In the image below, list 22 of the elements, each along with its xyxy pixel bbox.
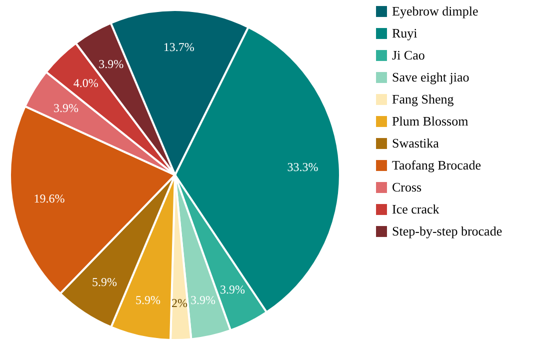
legend-label: Step-by-step brocade (392, 224, 502, 238)
legend-label: Plum Blossom (392, 114, 468, 128)
data-label: 19.6% (34, 192, 65, 206)
data-label: 13.7% (163, 40, 194, 54)
legend-label: Taofang Brocade (392, 158, 482, 172)
legend-label: Swastika (392, 136, 440, 150)
data-label: 33.3% (287, 160, 318, 174)
data-label: 3.9% (190, 292, 216, 307)
data-label: 4.0% (73, 76, 98, 90)
data-label: 3.9% (98, 57, 124, 72)
legend-label: Cross (392, 180, 422, 194)
data-label: 2% (172, 296, 188, 310)
legend-label: Ruyi (392, 26, 418, 40)
data-label: 3.9% (54, 100, 79, 115)
data-label: 3.9% (220, 282, 246, 296)
legend-label: Ji Cao (392, 48, 425, 62)
legend-label: Eyebrow dimple (392, 4, 479, 18)
legend-label: Ice crack (392, 202, 440, 216)
legend-label: Fang Sheng (392, 92, 454, 106)
legend-label: Save eight jiao (392, 70, 470, 84)
data-label: 5.9% (92, 274, 117, 289)
data-label: 5.9% (135, 293, 160, 308)
